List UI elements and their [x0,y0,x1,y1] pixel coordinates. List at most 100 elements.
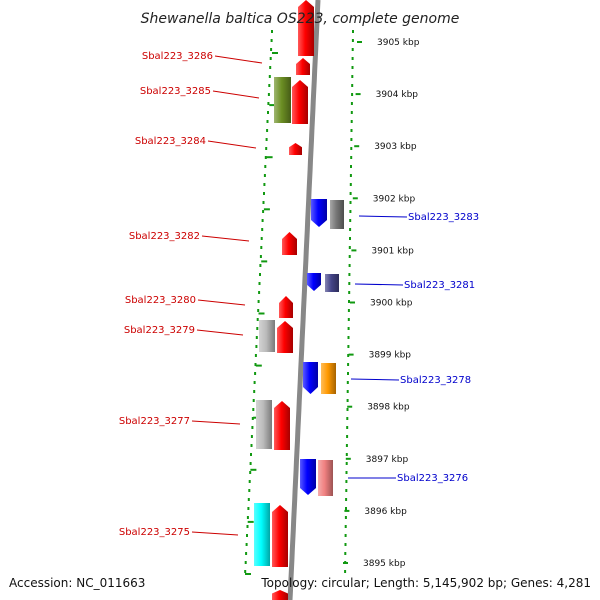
tick-label: 3904 kbp [376,90,419,100]
guide-dot-right [344,516,347,519]
tick-mark-left [250,468,257,471]
guide-dot-left [257,309,260,312]
guide-dot-left [261,228,264,231]
guide-dot-left [248,480,251,483]
guide-dot-right [346,408,349,411]
gene-label-left: Sbal223_3280 [125,295,196,306]
tick-mark-right [357,41,362,43]
guide-dot-left [247,498,250,501]
tick-mark-left [245,573,251,575]
guide-dot-left [253,381,256,384]
guide-dot-right [350,129,353,132]
tick-label: 3897 kbp [366,455,409,465]
tick-label: 3898 kbp [367,403,410,413]
tick-label: 3896 kbp [364,507,407,517]
guide-dot-left [255,336,258,339]
guide-dot-right [348,255,351,258]
guide-dot-right [345,498,348,501]
gene-feature-forward [259,320,275,352]
guide-dot-left [260,237,263,240]
guide-dot-right [349,210,352,213]
guide-dot-left [256,318,259,321]
guide-dot-right [347,327,350,330]
guide-dot-right [347,345,350,348]
label-leader-lines [191,55,408,536]
guide-dot-right [344,525,347,528]
guide-dot-left [258,282,261,285]
guide-dot-left [248,489,251,492]
gene-feature-forward [272,505,288,567]
tick-label: 3901 kbp [371,246,414,256]
tick-mark-right [352,197,358,200]
guide-dot-left [245,552,248,555]
guide-dot-left [269,57,272,60]
gene-feature-reverse [307,273,321,291]
gene-feature-forward [256,400,272,449]
tick-marks: 3905 kbp 3904 kbp 3903 kbp 3902 kbp 3901 kbp… [245,38,420,575]
guide-dot-right [349,192,352,195]
tick-mark-right [347,405,353,408]
guide-dot-left [244,570,247,573]
guide-dot-left [270,48,273,51]
guide-dot-left [252,408,255,411]
tick-mark-right [351,249,357,252]
guide-dot-right [348,273,351,276]
map-title: Shewanella baltica OS223, complete genom… [141,11,460,27]
guide-dot-left [263,174,266,177]
tick-mark-right [354,145,360,148]
guide-dot-left [265,138,268,141]
gene-feature-forward [282,232,297,255]
guide-dot-right [348,300,350,303]
tick-mark-right [344,509,350,512]
guide-dot-right [347,336,350,339]
guide-dot-right [345,480,348,483]
leader-line-left [212,90,260,99]
gene-labels: Sbal223_3286 Sbal223_3285 Sbal223_3284 Sbal… [119,51,479,538]
gene-feature-reverse [300,459,316,495]
guide-dot-right [348,246,351,249]
gene-features [254,0,344,600]
gene-label-left: Sbal223_3284 [135,136,206,147]
gene-label-right: Sbal223_3278 [400,375,471,386]
guide-dot-left [249,462,252,465]
guide-dot-left [254,363,257,366]
guide-dot-right [349,183,352,186]
tick-mark-left [261,260,268,263]
guide-dot-right [349,201,352,204]
tick-mark-left [269,104,276,107]
guide-dot-right [351,84,354,87]
guide-dot-right [350,111,353,114]
tick-mark-right [350,301,355,304]
guide-dot-right [351,75,354,78]
guide-dot-left [266,120,269,123]
guide-dot-right [350,156,353,159]
guide-dot-left [264,156,267,159]
gene-label-right: Sbal223_3283 [408,212,479,223]
guide-dot-right [350,102,353,105]
leader-line-left [191,531,239,536]
guide-dot-left [244,561,247,564]
guide-dot-right [345,453,348,456]
guide-dot-right [344,552,347,555]
leader-line-left [201,235,250,242]
guide-dot-right [350,147,353,150]
gene-feature-reverse [325,274,339,292]
tick-label: 3899 kbp [369,351,412,361]
guide-dot-left [270,39,273,42]
leader-line-left [207,140,257,149]
guide-dot-right [351,39,354,42]
guide-dot-left [265,147,268,150]
guide-dot-left [254,372,257,375]
guide-dot-left [267,93,270,96]
guide-dot-left [271,30,273,33]
guide-dot-right [348,291,351,294]
guide-dot-left [262,210,265,213]
guide-dot-right [351,57,354,60]
guide-dot-left [253,390,256,393]
gene-feature-forward [289,143,302,155]
guide-dot-right [344,534,347,537]
guide-dot-right [346,399,349,402]
guide-dot-right [345,444,348,447]
guide-dot-left [250,435,253,438]
